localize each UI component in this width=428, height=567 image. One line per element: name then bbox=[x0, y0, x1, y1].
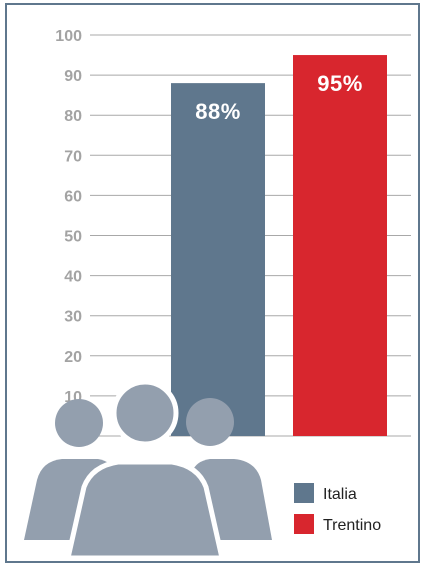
bar-value-label: 88% bbox=[195, 99, 241, 124]
legend: Italia Trentino bbox=[294, 483, 381, 534]
y-tick-label: 20 bbox=[64, 349, 82, 366]
legend-swatch-trentino bbox=[294, 514, 314, 534]
bar-trentino bbox=[293, 55, 387, 437]
y-tick-label: 40 bbox=[64, 269, 82, 286]
person-center-icon bbox=[64, 379, 226, 561]
y-tick-label: 100 bbox=[55, 28, 82, 45]
y-tick-label: 60 bbox=[64, 188, 82, 205]
y-tick-label: 70 bbox=[64, 148, 82, 165]
legend-label-italia: Italia bbox=[323, 486, 357, 503]
y-tick-label: 50 bbox=[64, 229, 82, 246]
y-tick-label: 80 bbox=[64, 108, 82, 125]
legend-swatch-italia bbox=[294, 483, 314, 503]
bar-value-labels: 88% 95% bbox=[195, 71, 363, 124]
y-tick-label: 30 bbox=[64, 309, 82, 326]
bar-value-label: 95% bbox=[317, 71, 363, 96]
bar-italia bbox=[171, 83, 265, 437]
people-group-icon bbox=[24, 379, 272, 561]
legend-label-trentino: Trentino bbox=[323, 517, 381, 534]
y-tick-label: 90 bbox=[64, 68, 82, 85]
bars bbox=[171, 55, 387, 437]
